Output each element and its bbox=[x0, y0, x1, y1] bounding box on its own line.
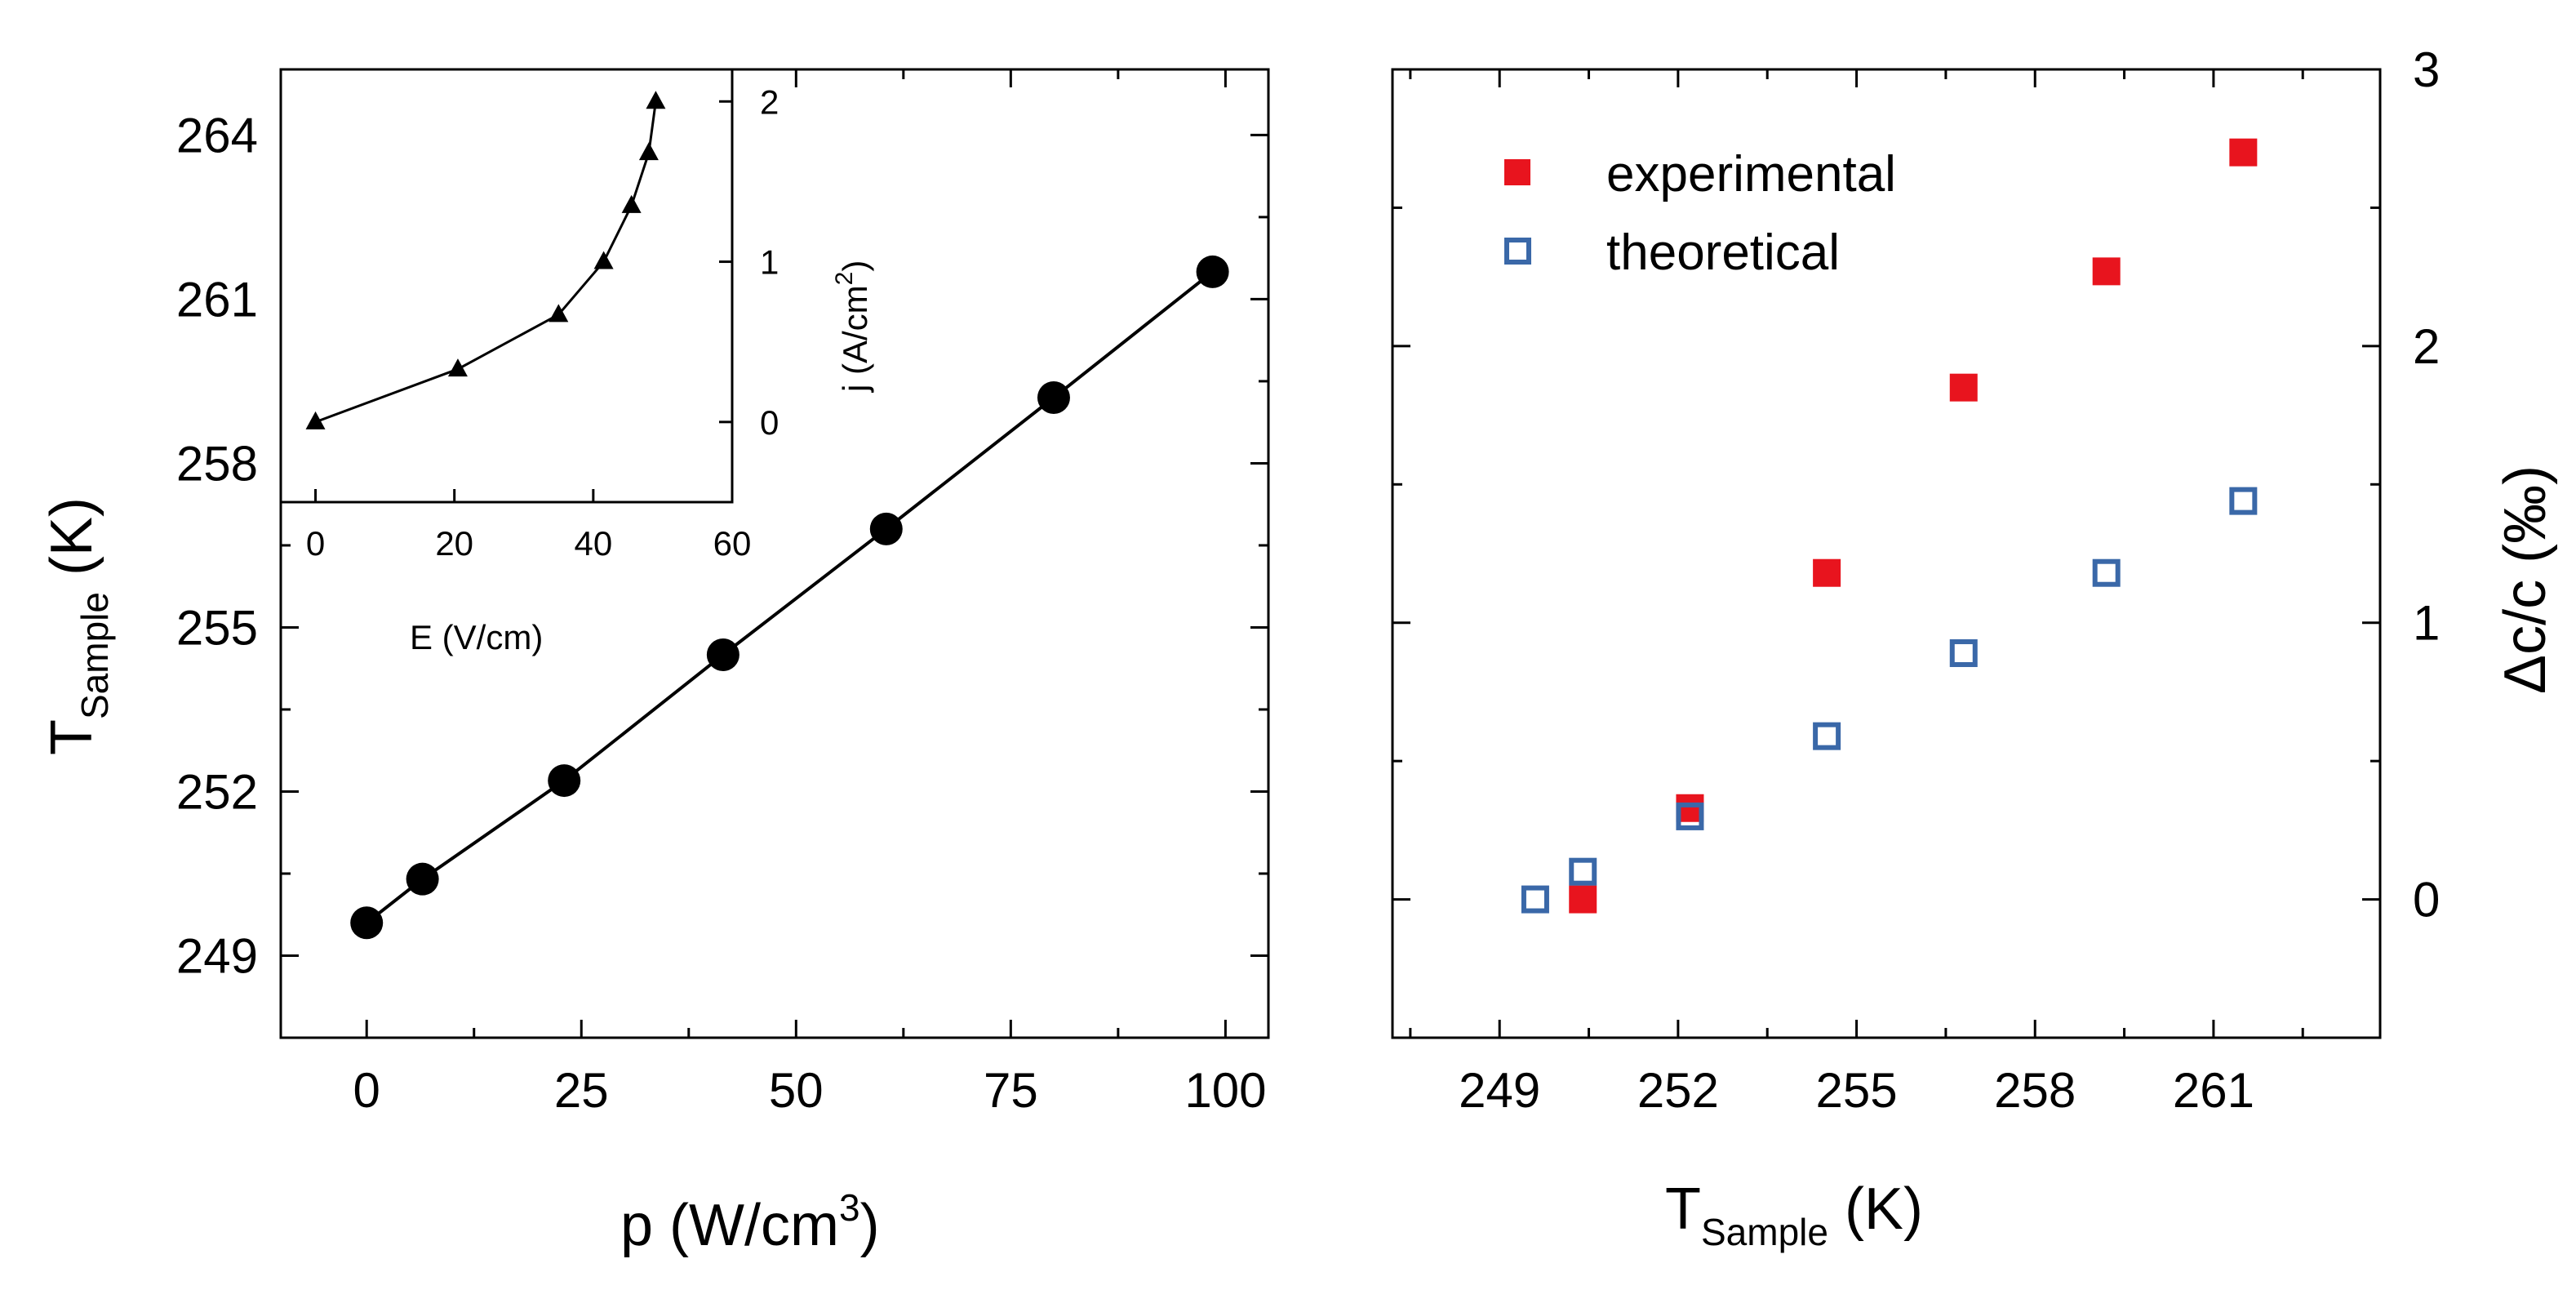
legend-label-experimental: experimental bbox=[1606, 146, 1896, 202]
theoretical-point bbox=[1569, 857, 1597, 886]
inset-x-tick-label: 40 bbox=[574, 524, 612, 563]
left-y-axis-label-main: T bbox=[39, 719, 104, 755]
left-y-axis-label: TSample (K) bbox=[39, 497, 116, 755]
left-x-tick-label: 100 bbox=[1184, 1063, 1266, 1118]
inset-y-axis-label: j (A/cm2) bbox=[831, 260, 874, 394]
left-x-tick-label: 25 bbox=[554, 1063, 609, 1118]
inset-y-tick-label: 0 bbox=[760, 403, 779, 442]
experimental-point bbox=[1949, 373, 1978, 402]
inset-data-point bbox=[646, 91, 666, 109]
inset-series bbox=[305, 91, 666, 429]
left-series bbox=[350, 255, 1229, 940]
inset-data-point bbox=[593, 251, 614, 269]
left-data-point bbox=[1037, 381, 1070, 415]
left-data-point bbox=[1196, 255, 1229, 288]
inset-y-axis-label-sup: 2 bbox=[831, 272, 858, 286]
right-plot-frame bbox=[1391, 68, 2382, 1039]
right-x-tick-label: 258 bbox=[1994, 1063, 2076, 1118]
left-y-tick-label: 264 bbox=[176, 108, 258, 162]
inset-x-tick-label: 0 bbox=[306, 524, 325, 563]
left-y-axis-label-tail: (K) bbox=[39, 497, 104, 592]
inset-axis-ticks: 0 20 40 60 0 1 2 bbox=[306, 82, 779, 563]
left-data-point bbox=[406, 862, 439, 896]
right-y-tick-label: 2 bbox=[2413, 319, 2440, 374]
left-data-point bbox=[350, 906, 384, 940]
right-chart: 249 252 255 258 261 0 1 2 3 TSample (K) Δc/c (‰)… bbox=[1391, 42, 2558, 1253]
right-y-tick-label: 0 bbox=[2413, 873, 2440, 927]
inset-data-point bbox=[305, 411, 326, 429]
left-x-axis-label: p (W/cm3) bbox=[620, 1186, 880, 1258]
left-x-tick-label: 75 bbox=[984, 1063, 1038, 1118]
inset-y-tick-label: 1 bbox=[760, 243, 779, 282]
inset-x-axis-label: E (V/cm) bbox=[410, 618, 543, 656]
legend-marker-theoretical bbox=[1504, 238, 1531, 265]
left-y-tick-label: 255 bbox=[176, 600, 258, 655]
left-y-tick-label: 258 bbox=[176, 436, 258, 491]
left-data-point bbox=[548, 764, 581, 798]
inset-plot-frame bbox=[279, 68, 734, 504]
left-x-axis-label-sup: 3 bbox=[839, 1186, 860, 1229]
right-series bbox=[1521, 138, 2258, 914]
legend-label-theoretical: theoretical bbox=[1606, 225, 1840, 281]
theoretical-point bbox=[1521, 885, 1549, 914]
right-x-axis-label-sub: Sample bbox=[1701, 1211, 1828, 1253]
right-x-tick-label: 261 bbox=[2173, 1063, 2254, 1118]
left-y-tick-label: 252 bbox=[176, 764, 258, 819]
right-y-axis-label: Δc/c (‰) bbox=[2493, 465, 2558, 694]
left-y-tick-label: 261 bbox=[176, 272, 258, 327]
inset-data-point bbox=[638, 142, 659, 161]
right-x-axis-label-tail: (K) bbox=[1828, 1177, 1923, 1242]
inset-y-axis-label-tail: ) bbox=[836, 260, 874, 272]
experimental-point bbox=[2229, 138, 2258, 167]
left-x-tick-label: 0 bbox=[353, 1063, 380, 1118]
theoretical-point bbox=[2229, 487, 2258, 515]
inset-data-point bbox=[549, 304, 569, 322]
right-x-axis-label: TSample (K) bbox=[1665, 1177, 1923, 1253]
legend: experimental theoretical bbox=[1504, 146, 1896, 281]
left-x-axis-label-tail: ) bbox=[860, 1193, 880, 1258]
right-x-tick-label: 252 bbox=[1637, 1063, 1719, 1118]
right-x-tick-label: 255 bbox=[1815, 1063, 1897, 1118]
inset-x-tick-label: 60 bbox=[713, 524, 752, 563]
left-data-point bbox=[706, 638, 739, 671]
theoretical-point bbox=[1949, 638, 1978, 667]
experimental-point bbox=[2092, 257, 2121, 286]
left-plot-frame bbox=[279, 68, 1270, 1039]
right-y-tick-label: 3 bbox=[2413, 42, 2440, 97]
experimental-point bbox=[1813, 558, 1841, 587]
experimental-point bbox=[1569, 885, 1597, 914]
left-x-tick-label: 50 bbox=[769, 1063, 824, 1118]
theoretical-point bbox=[1676, 802, 1704, 830]
left-data-point bbox=[869, 512, 903, 545]
theoretical-point bbox=[1813, 722, 1841, 750]
left-x-axis-label-main: p (W/cm bbox=[620, 1193, 839, 1258]
left-y-axis-label-sub: Sample bbox=[73, 592, 116, 719]
theoretical-point bbox=[2092, 558, 2121, 587]
inset-data-point bbox=[447, 358, 468, 377]
inset-x-tick-label: 20 bbox=[435, 524, 473, 563]
right-x-axis-label-main: T bbox=[1665, 1177, 1701, 1242]
right-axis-ticks: 249 252 255 258 261 0 1 2 3 bbox=[1392, 42, 2440, 1118]
inset-y-axis-label-main: j (A/cm bbox=[836, 285, 874, 394]
inset-y-tick-label: 2 bbox=[760, 82, 779, 121]
left-y-tick-label: 249 bbox=[176, 928, 258, 983]
legend-marker-experimental bbox=[1504, 159, 1530, 185]
right-x-tick-label: 249 bbox=[1459, 1063, 1540, 1118]
inset-data-point bbox=[621, 194, 642, 213]
right-y-tick-label: 1 bbox=[2413, 596, 2440, 651]
